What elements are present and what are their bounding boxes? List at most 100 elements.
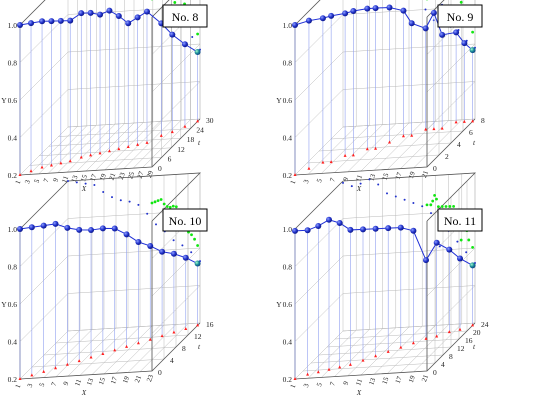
floor-point <box>306 372 310 376</box>
y-tick-label: 0.2 <box>8 375 18 384</box>
floor-point <box>374 354 378 358</box>
floor-point <box>386 349 390 353</box>
x-tick-label: 21 <box>420 169 430 179</box>
side-projection-point <box>150 201 154 205</box>
data-point <box>304 227 311 234</box>
floor-point <box>18 173 22 176</box>
y-tick-label: 0.4 <box>283 338 293 347</box>
z-tick-label: 8 <box>182 344 186 353</box>
back-projection-point <box>438 245 441 248</box>
back-projection-point <box>190 251 193 254</box>
floor-point <box>440 126 444 130</box>
floor-point <box>125 344 129 348</box>
data-point <box>170 250 177 257</box>
side-projection-point <box>159 198 163 201</box>
y-tick-label: 1.0 <box>283 225 293 234</box>
back-projection-point <box>359 182 362 185</box>
data-point <box>430 9 437 16</box>
floor-point <box>160 334 164 338</box>
x-tick-label: 9 <box>342 380 351 386</box>
floor-point <box>77 359 81 363</box>
data-point <box>48 18 55 25</box>
floor-point <box>471 119 475 123</box>
back-projection-point <box>181 244 184 247</box>
data-point <box>410 227 417 234</box>
x-tick-label: 7 <box>42 177 51 183</box>
floor-point <box>329 160 333 164</box>
data-point <box>461 40 468 47</box>
data-point <box>315 222 322 229</box>
data-point <box>97 11 104 18</box>
floor-point <box>29 169 33 173</box>
side-projection-point <box>193 237 196 241</box>
x-tick-label: 5 <box>315 177 324 183</box>
x-tick-label: 27 <box>136 170 146 180</box>
floor-point <box>89 153 93 157</box>
data-point <box>360 226 366 233</box>
x-tick-label: 3 <box>302 178 311 184</box>
y-axis-label: Y <box>1 300 7 309</box>
y-axis-label: Y <box>276 300 282 309</box>
side-projection-point <box>162 202 166 206</box>
back-projection-point <box>430 212 432 215</box>
back-projection-point <box>67 180 69 182</box>
floor-point <box>126 145 130 149</box>
x-tick-label: 13 <box>367 376 377 386</box>
floor-point <box>40 165 44 169</box>
x-tick-label: 7 <box>328 380 337 386</box>
side-projection-point <box>433 194 436 197</box>
y-tick-label: 0.4 <box>8 134 18 143</box>
floor-point <box>18 377 22 380</box>
floor-point <box>424 127 428 131</box>
x-tick-label: 25 <box>126 170 136 180</box>
x-tick-label: 7 <box>50 381 59 387</box>
y-tick-label: 0.2 <box>283 171 293 180</box>
data-point <box>400 7 407 14</box>
side-projection-point <box>165 205 169 208</box>
z-axis-label: t <box>473 342 476 351</box>
floor-point <box>107 149 111 153</box>
x-tick-label: 9 <box>51 177 60 183</box>
floor-point <box>462 119 466 123</box>
x-tick-label: 11 <box>60 174 70 184</box>
back-projection-point <box>172 239 175 242</box>
panel-title-text: No. 9 <box>447 10 474 24</box>
data-point <box>64 224 71 231</box>
floor-point <box>401 134 405 138</box>
floor-point <box>327 367 331 371</box>
z-tick-label: 24 <box>196 126 204 135</box>
x-tick-label: 1 <box>14 383 23 389</box>
data-point <box>364 5 371 12</box>
z-tick-label: 16 <box>206 320 214 329</box>
floor-point <box>351 153 355 157</box>
side-projection-point <box>440 205 444 208</box>
chart-panel: 0.20.40.60.81.0Y1 3 5 7 9 11 13 15 17 19 21 23X0481… <box>1 172 214 397</box>
data-point <box>446 246 453 253</box>
data-point <box>52 220 59 227</box>
y-tick-label: 0.8 <box>8 263 18 272</box>
panel-title: No. 9 <box>437 4 483 28</box>
x-tick-label: 11 <box>354 173 364 183</box>
x-tick-label: 15 <box>97 376 107 386</box>
floor-point <box>458 327 462 331</box>
side-projection-point <box>471 30 474 34</box>
back-projection-point <box>412 201 415 204</box>
floor-point <box>98 151 102 155</box>
side-projection-point <box>171 204 175 208</box>
x-tick-label: 1 <box>289 383 298 389</box>
side-projection-point <box>448 205 452 208</box>
x-tick-label: 3 <box>302 382 311 388</box>
side-projection-point <box>444 205 448 208</box>
y-tick-label: 0.4 <box>283 134 293 143</box>
data-point <box>28 224 35 231</box>
data-point <box>292 22 298 28</box>
data-point <box>457 255 463 262</box>
data-point <box>40 222 47 229</box>
y-tick-label: 0.6 <box>8 96 18 105</box>
back-projection-point <box>394 195 397 198</box>
z-tick-label: 12 <box>194 332 202 341</box>
y-tick-label: 0.6 <box>283 300 293 309</box>
back-projection-point <box>128 200 131 203</box>
x-axis-label: X <box>356 389 362 397</box>
floor-point <box>136 142 140 146</box>
